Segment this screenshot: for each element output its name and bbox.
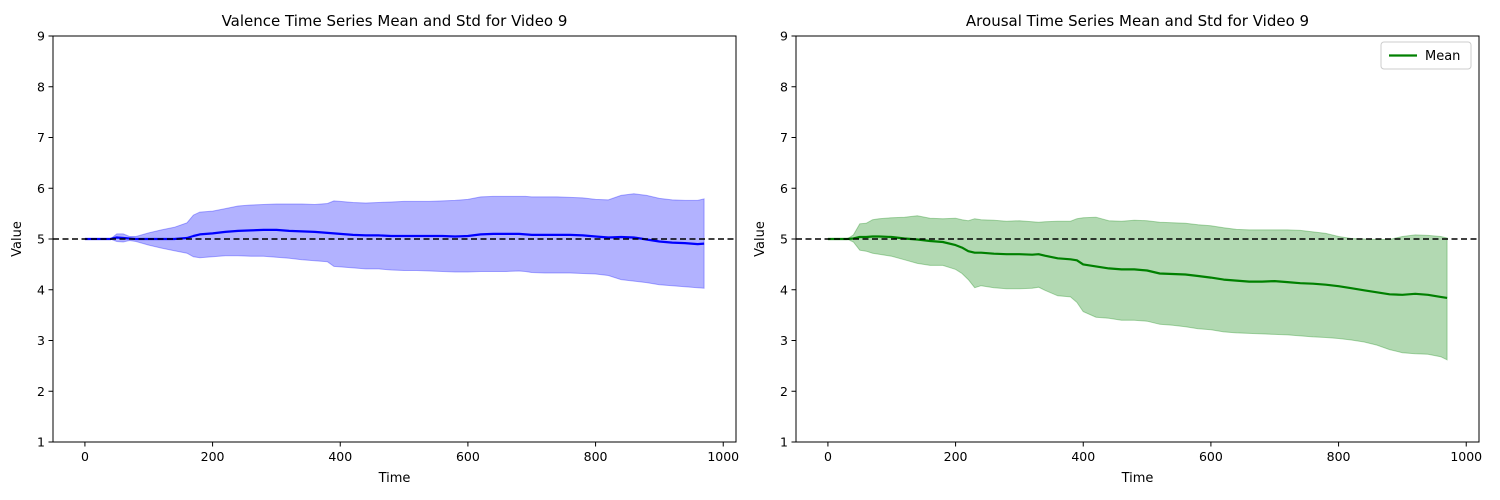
- x-tick-label: 0: [81, 449, 89, 464]
- legend: Mean: [1380, 41, 1472, 70]
- y-tick-label: 7: [780, 130, 788, 145]
- y-tick-label: 5: [37, 232, 45, 247]
- mean-line: [84, 228, 705, 246]
- y-tick-label: 1: [780, 435, 788, 450]
- x-tick-label: 800: [584, 449, 608, 464]
- y-tick-label: 3: [780, 333, 788, 348]
- y-tick-label: 5: [780, 232, 788, 247]
- y-axis-label: Value: [753, 221, 768, 257]
- y-tick-label: 7: [37, 130, 45, 145]
- chart-title: Valence Time Series Mean and Std for Vid…: [222, 12, 568, 30]
- x-tick-label: 1000: [1450, 449, 1482, 464]
- x-tick-label: 200: [201, 449, 225, 464]
- y-tick-label: 8: [780, 79, 788, 94]
- legend-box: [1380, 41, 1472, 70]
- chart-title: Arousal Time Series Mean and Std for Vid…: [966, 12, 1309, 30]
- y-tick-label: 1: [37, 435, 45, 450]
- y-axis-label: Value: [10, 221, 25, 257]
- y-tick-label: 8: [37, 79, 45, 94]
- y-tick-label: 6: [37, 181, 45, 196]
- legend-label: Mean: [1425, 49, 1460, 64]
- x-tick-label: 400: [1071, 449, 1095, 464]
- x-axis-label: Time: [378, 471, 411, 486]
- x-tick-label: 200: [944, 449, 968, 464]
- x-tick-label: 0: [824, 449, 832, 464]
- mean-line: [827, 235, 1448, 299]
- y-tick-label: 3: [37, 333, 45, 348]
- valence-chart: 0 200 400 600 800 1000 1 2 3 4 5 6 7 8 9 Valence Time S…: [10, 12, 739, 486]
- arousal-chart: 0 200 400 600 800 1000 1 2 3 4 5 6 7 8 9 Arousal Time S…: [753, 12, 1482, 486]
- x-tick-label: 800: [1327, 449, 1351, 464]
- x-tick-label: 600: [456, 449, 480, 464]
- y-tick-label: 4: [780, 282, 788, 297]
- y-tick-label: 2: [37, 384, 45, 399]
- std-band: [84, 193, 705, 289]
- y-tick-label: 9: [780, 29, 788, 44]
- x-tick-label: 400: [328, 449, 352, 464]
- x-tick-label: 1000: [707, 449, 739, 464]
- x-tick-label: 600: [1199, 449, 1223, 464]
- y-tick-label: 6: [780, 181, 788, 196]
- x-axis-label: Time: [1121, 471, 1154, 486]
- y-tick-label: 4: [37, 282, 45, 297]
- y-tick-label: 2: [780, 384, 788, 399]
- y-tick-label: 9: [37, 29, 45, 44]
